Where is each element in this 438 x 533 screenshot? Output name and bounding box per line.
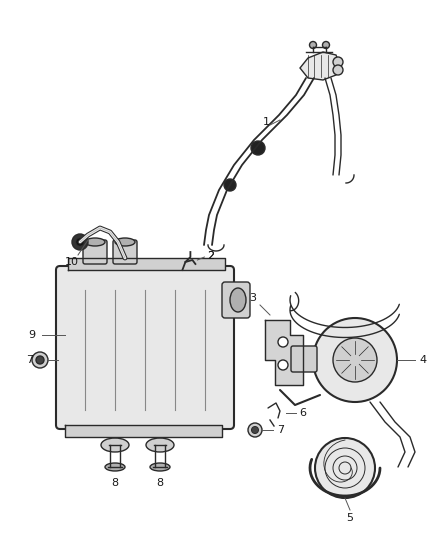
Circle shape — [224, 179, 236, 191]
Circle shape — [251, 426, 258, 433]
Text: 10: 10 — [65, 257, 79, 267]
Ellipse shape — [115, 238, 135, 246]
Ellipse shape — [150, 463, 170, 471]
FancyBboxPatch shape — [291, 346, 317, 372]
Circle shape — [333, 338, 377, 382]
Polygon shape — [300, 52, 340, 80]
Circle shape — [36, 356, 44, 364]
Circle shape — [76, 238, 84, 246]
FancyBboxPatch shape — [56, 266, 234, 429]
Circle shape — [313, 318, 397, 402]
FancyBboxPatch shape — [222, 282, 250, 318]
Circle shape — [251, 141, 265, 155]
Text: 2: 2 — [207, 251, 214, 261]
Ellipse shape — [146, 438, 174, 452]
Circle shape — [248, 423, 262, 437]
Text: 2: 2 — [207, 251, 214, 261]
Ellipse shape — [230, 288, 246, 312]
Polygon shape — [265, 320, 303, 385]
Text: 3: 3 — [250, 293, 257, 303]
Circle shape — [333, 57, 343, 67]
Text: 6: 6 — [300, 408, 307, 418]
Ellipse shape — [105, 463, 125, 471]
Text: 7: 7 — [277, 425, 285, 435]
Circle shape — [333, 65, 343, 75]
Polygon shape — [68, 258, 225, 270]
Ellipse shape — [85, 238, 105, 246]
Polygon shape — [65, 425, 222, 437]
Text: 1: 1 — [262, 117, 269, 127]
Text: 5: 5 — [346, 513, 353, 523]
Circle shape — [315, 438, 375, 498]
Circle shape — [310, 42, 317, 49]
Circle shape — [322, 42, 329, 49]
Text: 4: 4 — [420, 355, 427, 365]
Text: 9: 9 — [28, 330, 35, 340]
Circle shape — [278, 337, 288, 347]
Circle shape — [32, 352, 48, 368]
Text: 8: 8 — [111, 478, 119, 488]
Text: 8: 8 — [156, 478, 163, 488]
Circle shape — [72, 234, 88, 250]
Ellipse shape — [101, 438, 129, 452]
FancyBboxPatch shape — [83, 240, 107, 264]
FancyBboxPatch shape — [113, 240, 137, 264]
Text: 7: 7 — [26, 355, 34, 365]
Circle shape — [278, 360, 288, 370]
